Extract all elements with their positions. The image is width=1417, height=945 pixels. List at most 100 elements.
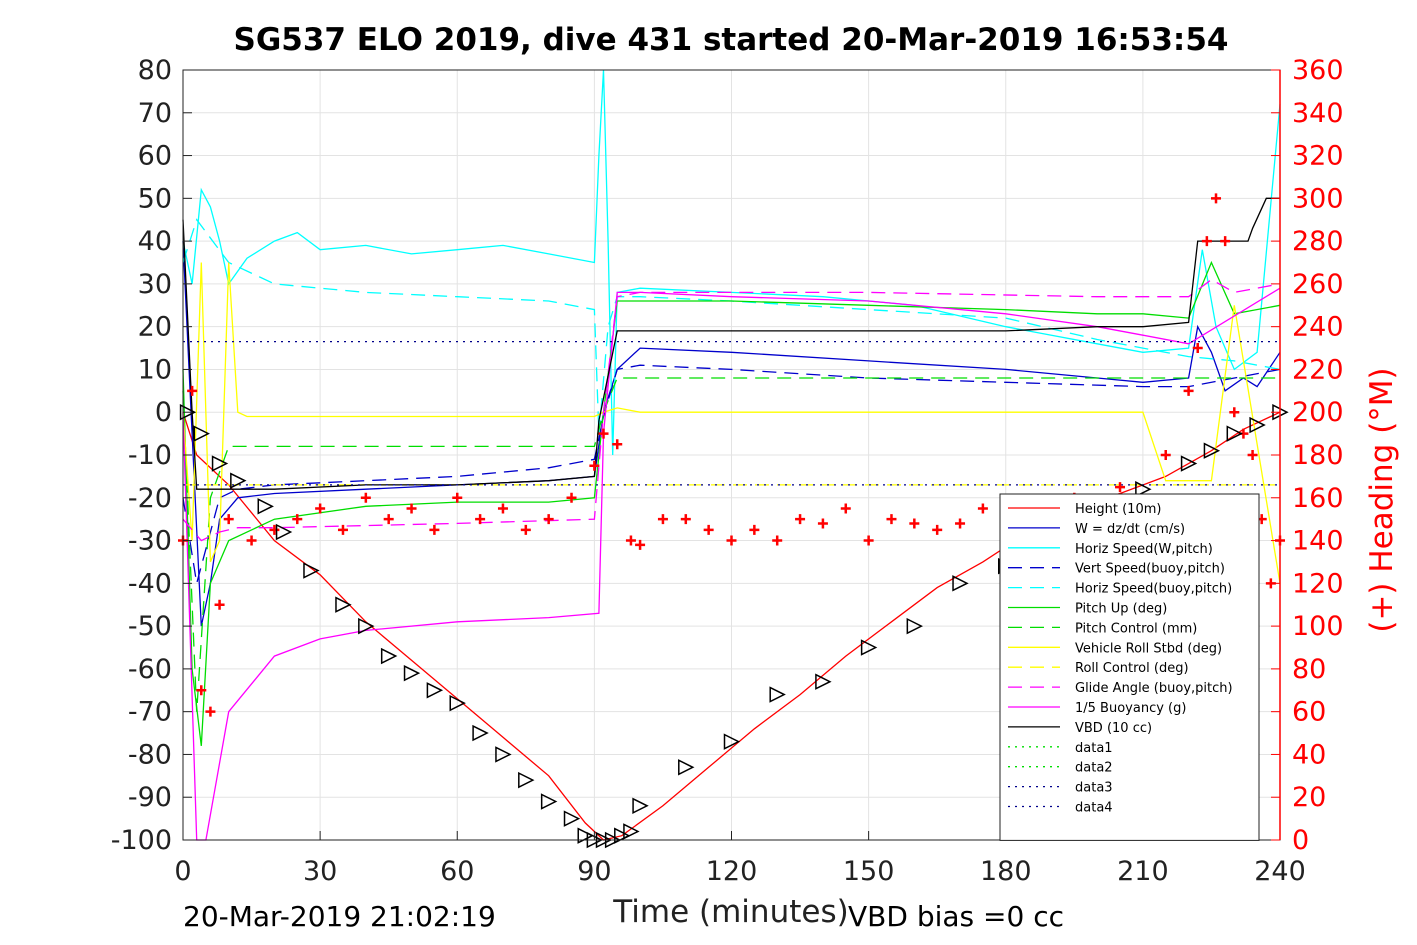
heading-point	[269, 524, 280, 535]
legend-entry: data2	[1075, 761, 1113, 776]
heading-point	[1192, 343, 1203, 354]
heading-point	[772, 535, 783, 546]
footer-vbd-bias: VBD bias =0 cc	[848, 900, 1064, 933]
y2-tick-label: 100	[1292, 611, 1344, 642]
x-tick-label: 90	[577, 856, 611, 887]
depth-marker	[211, 455, 229, 472]
depth-marker	[426, 682, 444, 699]
heading-point	[795, 514, 806, 525]
heading-point	[1201, 236, 1212, 247]
depth-marker	[623, 823, 640, 840]
legend-entry: Vehicle Roll Stbd (deg)	[1075, 641, 1222, 656]
heading-point	[1220, 236, 1231, 247]
depth-marker	[1203, 442, 1221, 459]
y-tick-label: -80	[128, 739, 172, 770]
y2-tick-label: 60	[1292, 697, 1326, 728]
y-tick-label: -10	[128, 440, 172, 471]
y-tick-label: 30	[138, 269, 172, 300]
heading-point	[726, 535, 737, 546]
heading-point	[1160, 450, 1171, 460]
series-line-1	[182, 241, 1281, 627]
x-tick-label: 150	[843, 856, 895, 887]
depth-marker	[952, 575, 969, 592]
heading-point	[196, 685, 207, 696]
depth-marker	[380, 647, 398, 665]
legend-entry: data3	[1075, 781, 1113, 796]
heading-point	[955, 518, 966, 529]
depth-marker	[275, 523, 293, 541]
y-tick-label: -100	[111, 825, 172, 856]
y2-tick-label: 260	[1292, 269, 1344, 300]
heading-point	[977, 503, 988, 514]
heading-point	[223, 514, 234, 525]
heading-point	[817, 518, 828, 529]
x-tick-label: 240	[1254, 856, 1306, 887]
series-line-10	[182, 287, 1281, 841]
chart-title: SG537 ELO 2019, dive 431 started 20-Mar-…	[234, 22, 1229, 58]
footer-timestamp: 20-Mar-2019 21:02:19	[183, 900, 496, 933]
heading-point	[680, 514, 691, 525]
depth-marker	[723, 733, 741, 750]
y2-tick-label: 0	[1292, 825, 1309, 856]
y-tick-label: 70	[138, 98, 172, 129]
depth-marker	[563, 810, 581, 827]
heading-point	[214, 599, 225, 610]
heading-point	[1211, 193, 1222, 204]
heading-point	[1229, 407, 1240, 418]
depth-marker	[906, 617, 924, 635]
depth-marker	[815, 673, 832, 690]
y-tick-label: -70	[128, 697, 172, 728]
depth-marker	[769, 686, 786, 703]
legend-entry: Glide Angle (buoy,pitch)	[1075, 681, 1233, 696]
y-tick-label: 10	[138, 354, 172, 385]
heading-point	[598, 428, 609, 439]
legend-entry: Horiz Speed(W,pitch)	[1075, 542, 1213, 557]
heading-point	[406, 503, 417, 514]
x-tick-label: 30	[303, 856, 337, 887]
marker-layer	[179, 404, 1289, 849]
heading-point	[863, 535, 874, 546]
depth-marker	[632, 797, 649, 814]
y-tick-label: -90	[128, 782, 172, 813]
y2-axis-label: (+) Heading (°M)	[1364, 367, 1400, 632]
depth-marker	[257, 498, 274, 515]
depth-marker	[335, 596, 352, 613]
legend-entry: data1	[1075, 741, 1113, 756]
y-tick-label: 50	[138, 183, 172, 214]
depth-marker	[1135, 481, 1152, 498]
y-tick-label: -30	[128, 526, 172, 557]
legend-entry: Height (10m)	[1075, 502, 1161, 517]
y-axis-right: 0 20 40 60 80 100 120 140 160 180 200 220 240 260 280 3…	[1271, 55, 1344, 856]
x-tick-label: 180	[980, 856, 1032, 887]
legend-entry: data4	[1075, 801, 1113, 816]
x-tick-label: 210	[1117, 856, 1169, 887]
y-tick-label: 20	[138, 312, 172, 343]
x-tick-label: 60	[440, 856, 474, 887]
depth-marker	[860, 639, 878, 656]
y-axis-left: -100-90-80-70-60-50-40-30-20-10010203040…	[111, 55, 192, 856]
legend-entry: VBD (10 cc)	[1075, 721, 1152, 736]
heading-point	[315, 503, 326, 514]
x-axis: 0 30 60 90 120 150 180 210 240	[174, 831, 1306, 887]
heading-point	[520, 524, 531, 535]
legend: Height (10m) W = dz/dt (cm/s) Horiz Speed(…	[999, 493, 1260, 841]
depth-marker	[472, 724, 489, 742]
series-line-2	[182, 69, 1281, 456]
legend-entry: W = dz/dt (cm/s)	[1075, 522, 1185, 537]
heading-point	[657, 514, 668, 525]
legend-entry: Roll Control (deg)	[1075, 661, 1189, 676]
heading-point	[337, 524, 348, 535]
heading-point	[292, 514, 303, 525]
y2-tick-label: 140	[1292, 526, 1344, 557]
depth-marker	[230, 472, 247, 489]
heading-point	[932, 524, 943, 535]
y-tick-label: 60	[138, 141, 172, 172]
heading-point	[383, 514, 394, 525]
depth-marker	[540, 793, 558, 810]
y2-tick-label: 320	[1292, 141, 1344, 172]
y-tick-label: -40	[128, 568, 172, 599]
depth-marker	[403, 664, 421, 682]
heading-point	[543, 514, 554, 525]
heading-point	[1247, 450, 1258, 460]
